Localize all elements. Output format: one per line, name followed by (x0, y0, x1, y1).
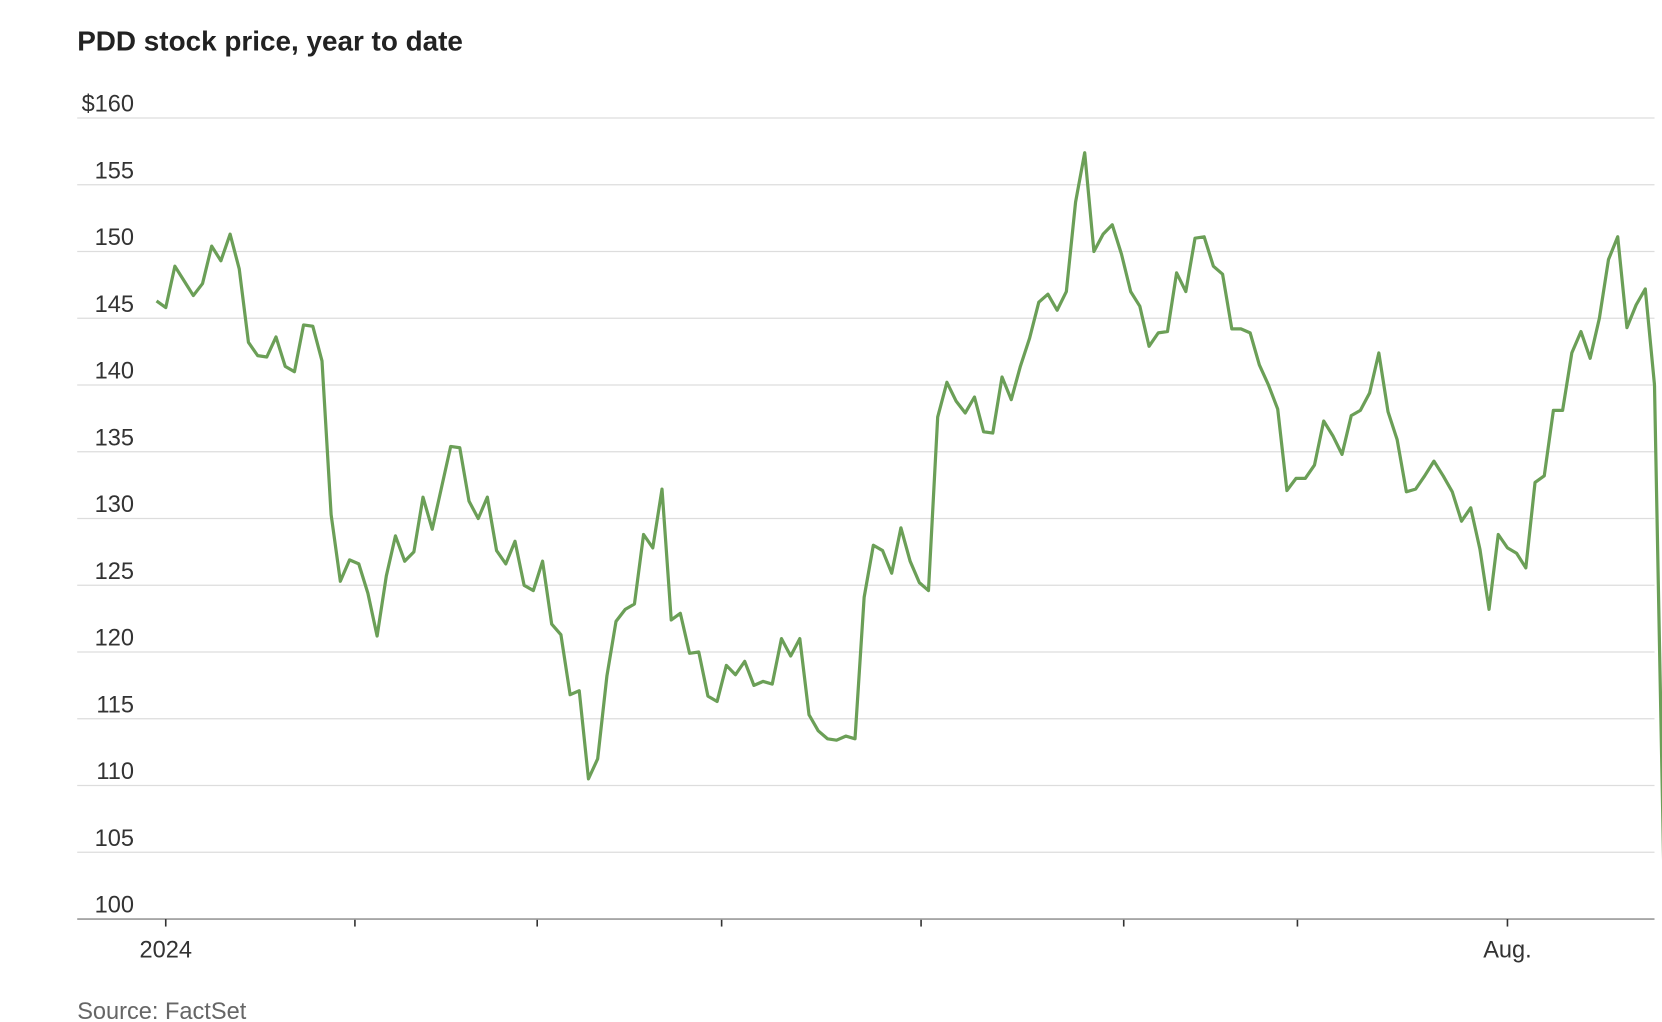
x-tick-label: Aug. (1483, 937, 1532, 963)
y-tick-label: 150 (95, 224, 134, 250)
y-tick-label: 130 (95, 491, 134, 517)
y-tick-label: 105 (95, 825, 134, 851)
source: Source: FactSet (77, 998, 246, 1022)
y-tick-label: 100 (95, 892, 134, 918)
y-tick-label: $160 (82, 91, 134, 117)
y-tick-label: 135 (95, 424, 134, 450)
x-tick-label: 2024 (140, 937, 192, 963)
chart-title: PDD stock price, year to date (77, 25, 463, 56)
y-tick-label: 110 (96, 758, 134, 784)
y-tick-label: 155 (95, 157, 134, 183)
price-line (155, 151, 1662, 861)
y-tick-label: 140 (95, 358, 134, 384)
y-tick-label: 120 (95, 625, 134, 651)
y-tick-label: 115 (96, 691, 134, 717)
x-minor-ticks (354, 919, 1299, 927)
y-tick-label: 125 (95, 558, 134, 584)
y-tick-label: 145 (95, 291, 134, 317)
